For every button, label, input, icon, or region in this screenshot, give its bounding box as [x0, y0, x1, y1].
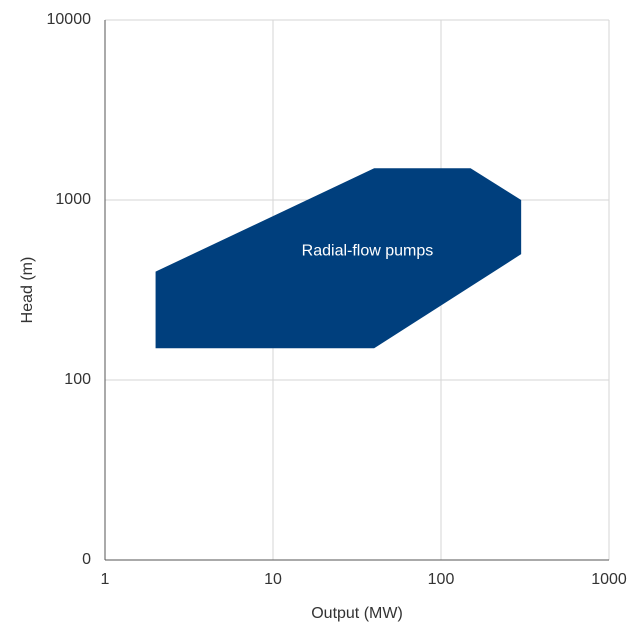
x-tick-label: 1000: [591, 571, 627, 588]
y-tick-label: 0: [82, 551, 91, 568]
x-tick-label: 10: [264, 571, 282, 588]
x-tick-label: 100: [428, 571, 455, 588]
y-axis-title: Head (m): [19, 257, 36, 324]
y-tick-label: 100: [64, 371, 91, 388]
x-tick-label: 1: [101, 571, 110, 588]
x-axis-title: Output (MW): [311, 605, 403, 622]
area: [155, 168, 522, 349]
y-tick-label: 10000: [47, 11, 92, 28]
y-tick-label: 1000: [55, 191, 91, 208]
area-label: Radial-flow pumps: [302, 243, 434, 260]
